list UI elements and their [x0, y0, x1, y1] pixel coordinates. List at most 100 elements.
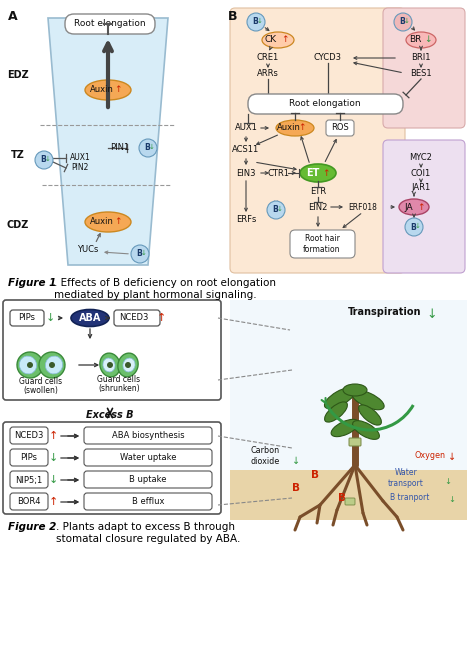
FancyBboxPatch shape [3, 422, 221, 514]
FancyBboxPatch shape [230, 8, 405, 273]
Text: BRI1: BRI1 [411, 53, 431, 63]
Text: Auxin: Auxin [90, 218, 114, 226]
FancyBboxPatch shape [248, 94, 403, 114]
Circle shape [394, 13, 412, 31]
Text: B uptake: B uptake [129, 475, 167, 484]
Text: Water uptake: Water uptake [120, 453, 176, 463]
Text: ↓: ↓ [445, 477, 452, 486]
Text: ACS11: ACS11 [233, 145, 260, 154]
FancyBboxPatch shape [65, 14, 155, 34]
Text: ↓: ↓ [415, 223, 421, 229]
Text: PIPs: PIPs [19, 314, 35, 323]
Text: MYC2: MYC2 [410, 154, 432, 162]
Text: ARRs: ARRs [257, 69, 279, 77]
Text: ↓: ↓ [45, 313, 55, 323]
Text: B: B [399, 18, 405, 26]
Text: B: B [252, 18, 258, 26]
Text: ↑: ↑ [156, 313, 166, 323]
Text: ↓: ↓ [427, 308, 437, 321]
Text: (shrunken): (shrunken) [98, 383, 140, 393]
Text: PIN1: PIN1 [110, 143, 130, 152]
Text: CYCD3: CYCD3 [314, 53, 342, 63]
FancyBboxPatch shape [383, 8, 465, 128]
Text: ↓: ↓ [448, 452, 456, 462]
Text: B: B [410, 222, 416, 232]
Ellipse shape [399, 199, 429, 215]
Text: TZ: TZ [11, 150, 25, 160]
Text: BES1: BES1 [410, 69, 432, 77]
FancyBboxPatch shape [3, 300, 221, 400]
Circle shape [405, 218, 423, 236]
Ellipse shape [20, 356, 36, 374]
Text: ↓: ↓ [141, 250, 147, 256]
Polygon shape [48, 18, 168, 265]
Text: ETR: ETR [310, 187, 326, 197]
Text: A: A [8, 10, 18, 23]
Circle shape [125, 362, 131, 368]
Text: B: B [228, 10, 238, 23]
Text: ROS: ROS [331, 123, 349, 133]
FancyBboxPatch shape [10, 471, 48, 488]
Text: ↓: ↓ [257, 18, 263, 24]
Text: ET: ET [306, 168, 320, 178]
Circle shape [131, 245, 149, 263]
Ellipse shape [85, 80, 131, 100]
Ellipse shape [406, 32, 436, 48]
Text: Oxygen: Oxygen [415, 451, 446, 459]
Text: NCED3: NCED3 [119, 314, 149, 323]
Text: PIN2: PIN2 [71, 164, 89, 172]
Text: ↓: ↓ [45, 156, 51, 162]
Text: ↑: ↑ [48, 497, 58, 507]
Text: B: B [40, 156, 46, 164]
FancyBboxPatch shape [10, 310, 44, 326]
Text: B efflux: B efflux [132, 498, 164, 506]
Text: Auxin: Auxin [90, 86, 114, 94]
Text: Water
transport: Water transport [388, 469, 424, 488]
Text: ERFs: ERFs [236, 216, 256, 224]
FancyBboxPatch shape [84, 427, 212, 444]
Circle shape [35, 151, 53, 169]
Text: ↑: ↑ [114, 218, 122, 226]
Text: PIPs: PIPs [21, 453, 37, 463]
Text: COI1: COI1 [411, 168, 431, 178]
FancyBboxPatch shape [383, 140, 465, 273]
FancyBboxPatch shape [84, 471, 212, 488]
Ellipse shape [118, 353, 138, 377]
Ellipse shape [353, 420, 379, 440]
Ellipse shape [100, 353, 120, 377]
Circle shape [247, 13, 265, 31]
Text: ↓: ↓ [277, 206, 283, 212]
Text: EIN2: EIN2 [308, 203, 328, 211]
Text: (swollen): (swollen) [23, 385, 58, 395]
Text: CRE1: CRE1 [257, 53, 279, 63]
Text: ↑: ↑ [298, 123, 306, 133]
Text: CTR1: CTR1 [267, 168, 289, 178]
Text: B: B [144, 143, 150, 152]
Text: BR: BR [409, 36, 421, 44]
Ellipse shape [325, 387, 355, 409]
Text: ↓: ↓ [292, 456, 300, 466]
Text: Auxin: Auxin [277, 123, 301, 133]
Text: B: B [311, 470, 319, 480]
Text: ↓: ↓ [48, 475, 58, 485]
Text: JAR1: JAR1 [411, 183, 431, 193]
Text: ↓: ↓ [424, 36, 432, 44]
Text: B: B [338, 493, 346, 503]
Text: CDZ: CDZ [7, 220, 29, 230]
Circle shape [139, 139, 157, 157]
Ellipse shape [71, 310, 109, 327]
FancyBboxPatch shape [84, 493, 212, 510]
Text: Root elongation: Root elongation [289, 100, 361, 108]
Ellipse shape [45, 356, 63, 374]
Text: AUX1: AUX1 [70, 154, 91, 162]
FancyBboxPatch shape [349, 438, 361, 446]
Text: ABA: ABA [79, 313, 101, 323]
Text: Carbon
dioxide: Carbon dioxide [250, 446, 280, 466]
Bar [230, 470, 467, 520]
Text: ↑: ↑ [322, 168, 330, 178]
Text: . Plants adapt to excess B through
stomatal closure regulated by ABA.: . Plants adapt to excess B through stoma… [56, 522, 241, 544]
Text: CK: CK [265, 36, 277, 44]
Text: BOR4: BOR4 [17, 498, 41, 506]
Text: YUCs: YUCs [78, 246, 99, 255]
Text: NIP5;1: NIP5;1 [15, 475, 42, 484]
